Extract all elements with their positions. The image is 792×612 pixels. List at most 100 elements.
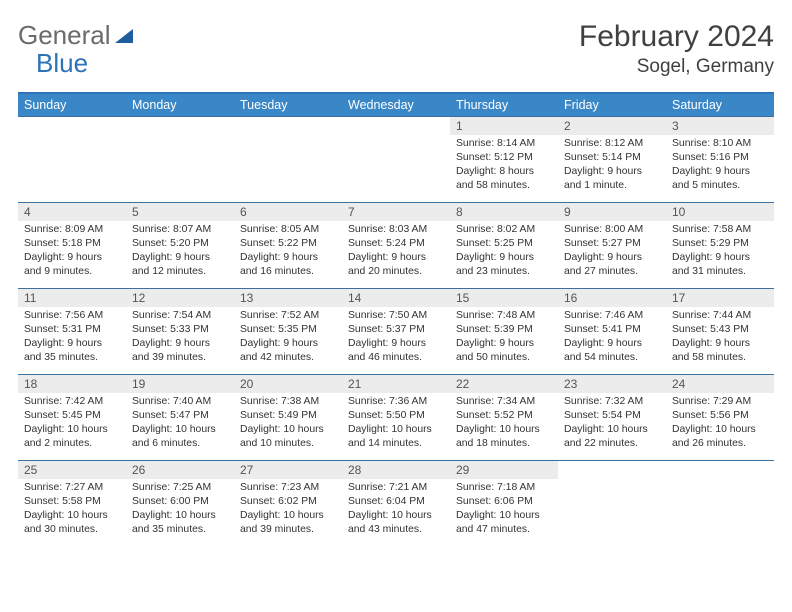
day-number: [558, 461, 666, 465]
day-number: 25: [18, 461, 126, 479]
calendar-day-cell: 12Sunrise: 7:54 AMSunset: 5:33 PMDayligh…: [126, 289, 234, 375]
day-number: 14: [342, 289, 450, 307]
sunset-text: Sunset: 5:29 PM: [672, 237, 768, 251]
sunrise-text: Sunrise: 7:23 AM: [240, 481, 336, 495]
calendar-day-cell: 27Sunrise: 7:23 AMSunset: 6:02 PMDayligh…: [234, 461, 342, 547]
sunset-text: Sunset: 6:00 PM: [132, 495, 228, 509]
calendar-day-cell: 7Sunrise: 8:03 AMSunset: 5:24 PMDaylight…: [342, 203, 450, 289]
calendar-week-row: 1Sunrise: 8:14 AMSunset: 5:12 PMDaylight…: [18, 117, 774, 203]
day-details: Sunrise: 7:36 AMSunset: 5:50 PMDaylight:…: [342, 393, 450, 455]
sunrise-text: Sunrise: 7:38 AM: [240, 395, 336, 409]
daylight-text: Daylight: 9 hours and 27 minutes.: [564, 251, 660, 279]
daylight-text: Daylight: 10 hours and 43 minutes.: [348, 509, 444, 537]
daylight-text: Daylight: 9 hours and 23 minutes.: [456, 251, 552, 279]
daylight-text: Daylight: 9 hours and 5 minutes.: [672, 165, 768, 193]
daylight-text: Daylight: 10 hours and 6 minutes.: [132, 423, 228, 451]
calendar-day-cell: 15Sunrise: 7:48 AMSunset: 5:39 PMDayligh…: [450, 289, 558, 375]
sunset-text: Sunset: 5:56 PM: [672, 409, 768, 423]
daylight-text: Daylight: 9 hours and 1 minute.: [564, 165, 660, 193]
sunset-text: Sunset: 5:52 PM: [456, 409, 552, 423]
day-number: 8: [450, 203, 558, 221]
daylight-text: Daylight: 9 hours and 12 minutes.: [132, 251, 228, 279]
sunset-text: Sunset: 5:41 PM: [564, 323, 660, 337]
weekday-header: Friday: [558, 93, 666, 117]
sunset-text: Sunset: 5:27 PM: [564, 237, 660, 251]
calendar-day-cell: [234, 117, 342, 203]
sunset-text: Sunset: 5:50 PM: [348, 409, 444, 423]
calendar-day-cell: 19Sunrise: 7:40 AMSunset: 5:47 PMDayligh…: [126, 375, 234, 461]
day-number: 24: [666, 375, 774, 393]
day-details: Sunrise: 7:44 AMSunset: 5:43 PMDaylight:…: [666, 307, 774, 369]
day-number: 20: [234, 375, 342, 393]
sunrise-text: Sunrise: 7:21 AM: [348, 481, 444, 495]
calendar-day-cell: 29Sunrise: 7:18 AMSunset: 6:06 PMDayligh…: [450, 461, 558, 547]
daylight-text: Daylight: 9 hours and 46 minutes.: [348, 337, 444, 365]
sunrise-text: Sunrise: 7:58 AM: [672, 223, 768, 237]
day-details: Sunrise: 8:12 AMSunset: 5:14 PMDaylight:…: [558, 135, 666, 197]
day-details: Sunrise: 7:32 AMSunset: 5:54 PMDaylight:…: [558, 393, 666, 455]
calendar-day-cell: 16Sunrise: 7:46 AMSunset: 5:41 PMDayligh…: [558, 289, 666, 375]
daylight-text: Daylight: 9 hours and 16 minutes.: [240, 251, 336, 279]
title-block: February 2024 Sogel, Germany: [579, 20, 774, 78]
calendar-day-cell: 9Sunrise: 8:00 AMSunset: 5:27 PMDaylight…: [558, 203, 666, 289]
weekday-header: Monday: [126, 93, 234, 117]
sunrise-text: Sunrise: 8:10 AM: [672, 137, 768, 151]
sunset-text: Sunset: 5:37 PM: [348, 323, 444, 337]
sunrise-text: Sunrise: 8:09 AM: [24, 223, 120, 237]
day-details: Sunrise: 8:03 AMSunset: 5:24 PMDaylight:…: [342, 221, 450, 283]
daylight-text: Daylight: 10 hours and 2 minutes.: [24, 423, 120, 451]
sunrise-text: Sunrise: 7:27 AM: [24, 481, 120, 495]
day-number: 7: [342, 203, 450, 221]
sunset-text: Sunset: 5:18 PM: [24, 237, 120, 251]
day-number: 1: [450, 117, 558, 135]
calendar-week-row: 4Sunrise: 8:09 AMSunset: 5:18 PMDaylight…: [18, 203, 774, 289]
day-details: Sunrise: 7:25 AMSunset: 6:00 PMDaylight:…: [126, 479, 234, 541]
calendar-week-row: 25Sunrise: 7:27 AMSunset: 5:58 PMDayligh…: [18, 461, 774, 547]
day-details: Sunrise: 7:46 AMSunset: 5:41 PMDaylight:…: [558, 307, 666, 369]
calendar-day-cell: 18Sunrise: 7:42 AMSunset: 5:45 PMDayligh…: [18, 375, 126, 461]
day-number: 18: [18, 375, 126, 393]
calendar-day-cell: 22Sunrise: 7:34 AMSunset: 5:52 PMDayligh…: [450, 375, 558, 461]
sunrise-text: Sunrise: 7:48 AM: [456, 309, 552, 323]
weekday-header: Thursday: [450, 93, 558, 117]
daylight-text: Daylight: 10 hours and 30 minutes.: [24, 509, 120, 537]
sunset-text: Sunset: 5:31 PM: [24, 323, 120, 337]
sunset-text: Sunset: 5:16 PM: [672, 151, 768, 165]
daylight-text: Daylight: 10 hours and 26 minutes.: [672, 423, 768, 451]
calendar-day-cell: 1Sunrise: 8:14 AMSunset: 5:12 PMDaylight…: [450, 117, 558, 203]
day-number: 19: [126, 375, 234, 393]
daylight-text: Daylight: 9 hours and 50 minutes.: [456, 337, 552, 365]
day-details: Sunrise: 8:10 AMSunset: 5:16 PMDaylight:…: [666, 135, 774, 197]
sunrise-text: Sunrise: 7:18 AM: [456, 481, 552, 495]
logo-triangle-icon: [115, 29, 133, 43]
sunrise-text: Sunrise: 7:25 AM: [132, 481, 228, 495]
daylight-text: Daylight: 9 hours and 9 minutes.: [24, 251, 120, 279]
sunrise-text: Sunrise: 7:52 AM: [240, 309, 336, 323]
day-details: Sunrise: 7:21 AMSunset: 6:04 PMDaylight:…: [342, 479, 450, 541]
day-number: 26: [126, 461, 234, 479]
daylight-text: Daylight: 9 hours and 20 minutes.: [348, 251, 444, 279]
sunrise-text: Sunrise: 8:00 AM: [564, 223, 660, 237]
logo-text-2: Blue: [36, 48, 88, 79]
day-number: [126, 117, 234, 121]
day-details: Sunrise: 7:23 AMSunset: 6:02 PMDaylight:…: [234, 479, 342, 541]
weekday-header: Saturday: [666, 93, 774, 117]
daylight-text: Daylight: 10 hours and 47 minutes.: [456, 509, 552, 537]
sunset-text: Sunset: 5:20 PM: [132, 237, 228, 251]
calendar-day-cell: 10Sunrise: 7:58 AMSunset: 5:29 PMDayligh…: [666, 203, 774, 289]
daylight-text: Daylight: 9 hours and 58 minutes.: [672, 337, 768, 365]
calendar-day-cell: 6Sunrise: 8:05 AMSunset: 5:22 PMDaylight…: [234, 203, 342, 289]
day-number: [666, 461, 774, 465]
sunrise-text: Sunrise: 8:14 AM: [456, 137, 552, 151]
calendar-day-cell: 5Sunrise: 8:07 AMSunset: 5:20 PMDaylight…: [126, 203, 234, 289]
daylight-text: Daylight: 10 hours and 35 minutes.: [132, 509, 228, 537]
day-number: 13: [234, 289, 342, 307]
calendar-day-cell: 14Sunrise: 7:50 AMSunset: 5:37 PMDayligh…: [342, 289, 450, 375]
day-details: Sunrise: 7:34 AMSunset: 5:52 PMDaylight:…: [450, 393, 558, 455]
sunrise-text: Sunrise: 7:44 AM: [672, 309, 768, 323]
calendar-day-cell: 8Sunrise: 8:02 AMSunset: 5:25 PMDaylight…: [450, 203, 558, 289]
day-number: 6: [234, 203, 342, 221]
daylight-text: Daylight: 10 hours and 18 minutes.: [456, 423, 552, 451]
sunrise-text: Sunrise: 8:03 AM: [348, 223, 444, 237]
daylight-text: Daylight: 9 hours and 54 minutes.: [564, 337, 660, 365]
